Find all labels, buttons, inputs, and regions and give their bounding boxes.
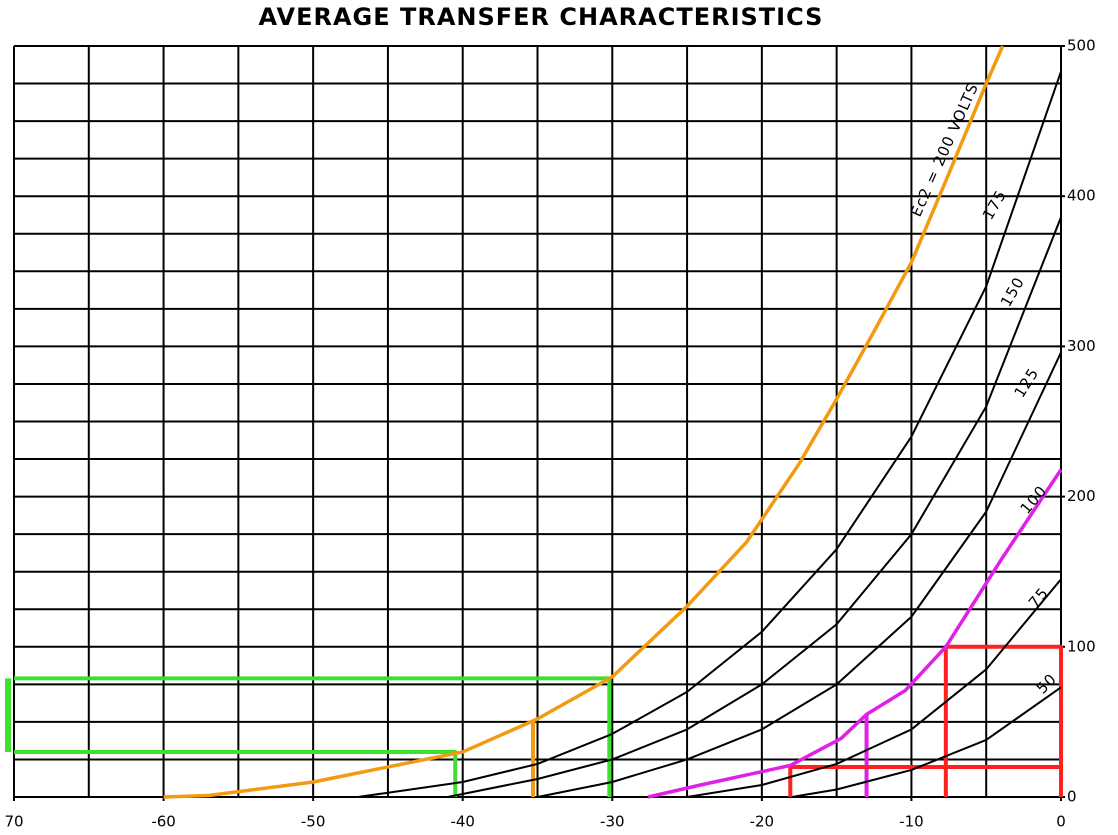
curve-label: 75 [1025,584,1052,612]
y-tick-label: 300 [1067,337,1096,355]
y-tick-label: 200 [1067,487,1096,505]
guide-line [14,676,612,797]
curve-label: 175 [979,187,1010,223]
curve-label: 125 [1011,365,1043,401]
y-tick-label: 400 [1067,187,1096,205]
curve-label: 100 [1017,482,1051,518]
x-tick-label: 0 [1056,813,1066,831]
y-tick-label: 0 [1067,788,1077,806]
x-tick-label: -60 [151,813,176,831]
x-tick-label: 70 [4,813,23,831]
curve [791,686,1062,798]
x-tick-label: -10 [899,813,924,831]
x-tick-label: -30 [600,813,625,831]
x-tick-label: -40 [450,813,475,831]
curve [447,216,1062,798]
x-tick-label: -20 [750,813,775,831]
curve [357,71,1062,798]
curve [163,45,1005,799]
curve [537,351,1062,798]
curve-label: Ec2 = 200 VOLTS [907,80,982,219]
y-tick-label: 500 [1067,37,1096,55]
guide-line [788,764,1061,797]
chart-title: AVERAGE TRANSFER CHARACTERISTICS [259,3,824,31]
curve-label: 150 [997,274,1028,310]
curve [686,578,1062,798]
guide-line [943,644,1063,797]
curve-label: 50 [1033,670,1061,698]
y-tick-label: 100 [1067,637,1096,655]
x-tick-label: -50 [301,813,326,831]
curve [647,468,1063,799]
